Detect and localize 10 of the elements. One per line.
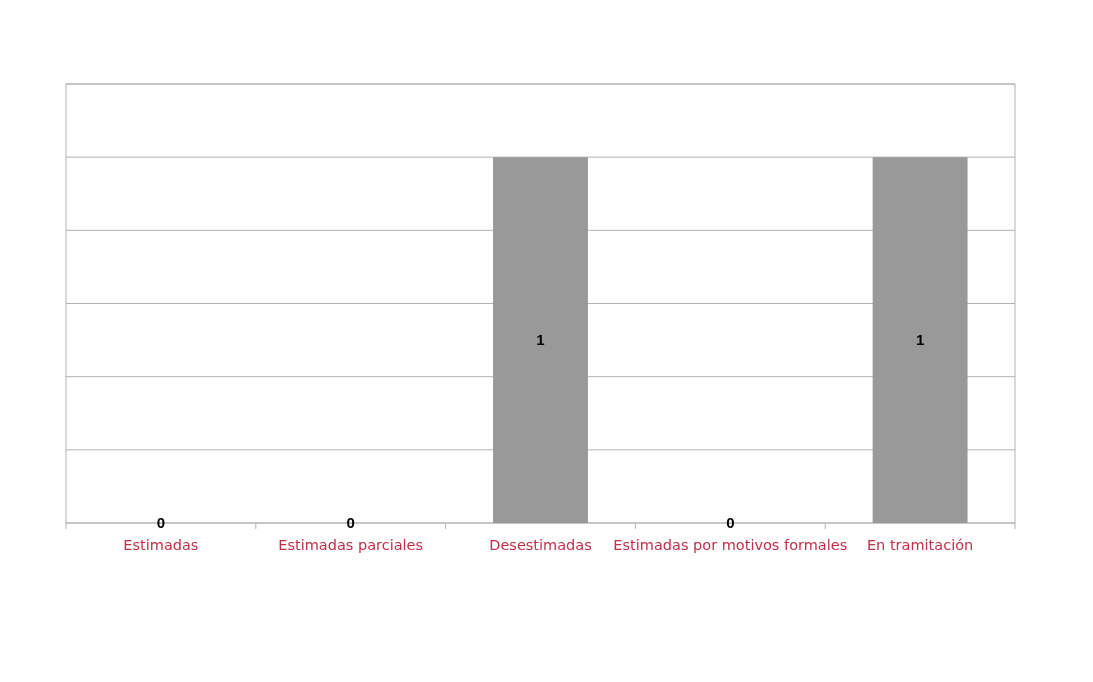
x-tick-label: Estimadas — [123, 537, 199, 553]
x-tick-label: Estimadas por motivos formales — [613, 537, 848, 553]
x-tick-label: Estimadas parciales — [278, 537, 424, 553]
x-tick-label: Desestimadas — [489, 537, 592, 553]
data-label: 0 — [346, 514, 355, 532]
data-label: 1 — [915, 331, 925, 349]
data-label: 0 — [726, 514, 735, 532]
data-label: 0 — [156, 514, 166, 532]
data-label: 1 — [536, 331, 545, 349]
x-tick-label: En tramitación — [866, 537, 974, 553]
